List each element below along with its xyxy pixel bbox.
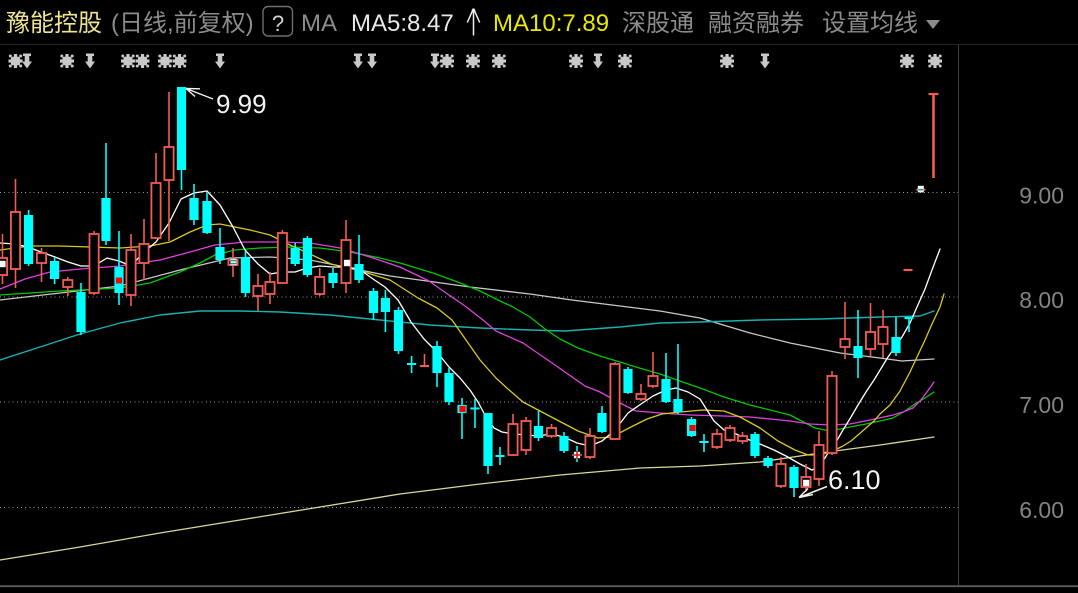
svg-text:6.10: 6.10: [828, 465, 881, 495]
svg-text:8.00: 8.00: [1019, 287, 1064, 313]
svg-text:MA10:7.89: MA10:7.89: [493, 10, 609, 37]
svg-text:6.00: 6.00: [1019, 497, 1064, 523]
svg-text:9.99: 9.99: [216, 89, 267, 119]
svg-text:(日线,前复权): (日线,前复权): [111, 10, 254, 37]
svg-text:9.00: 9.00: [1019, 183, 1064, 209]
svg-text:豫能控股: 豫能控股: [6, 10, 102, 37]
svg-text:MA: MA: [301, 10, 337, 37]
svg-text:深股通: 深股通: [622, 10, 694, 37]
svg-text:融资融券: 融资融券: [708, 10, 804, 37]
svg-text:MA5:8.47: MA5:8.47: [351, 10, 454, 37]
svg-text:设置均线: 设置均线: [822, 10, 918, 37]
svg-text:?: ?: [272, 11, 284, 36]
svg-text:7.00: 7.00: [1019, 392, 1064, 418]
